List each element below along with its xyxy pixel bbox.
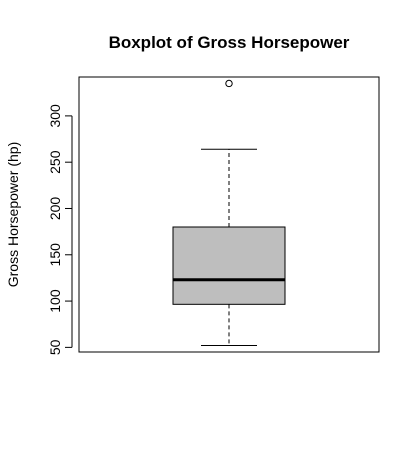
y-tick-label: 250	[47, 150, 63, 174]
outlier-point	[225, 79, 233, 88]
y-tick-label: 300	[47, 104, 63, 128]
y-axis-label: Gross Horsepower (hp)	[5, 142, 21, 288]
iqr-box	[172, 226, 286, 305]
y-tick-label: 50	[47, 339, 63, 355]
chart-title: Boxplot of Gross Horsepower	[109, 33, 350, 52]
y-tick-label: 150	[47, 243, 63, 267]
plot-frame	[78, 76, 380, 353]
plot-area: 50 100 150 200 250 300	[47, 76, 380, 355]
y-tick-label: 100	[47, 289, 63, 313]
y-tick-label: 200	[47, 197, 63, 221]
